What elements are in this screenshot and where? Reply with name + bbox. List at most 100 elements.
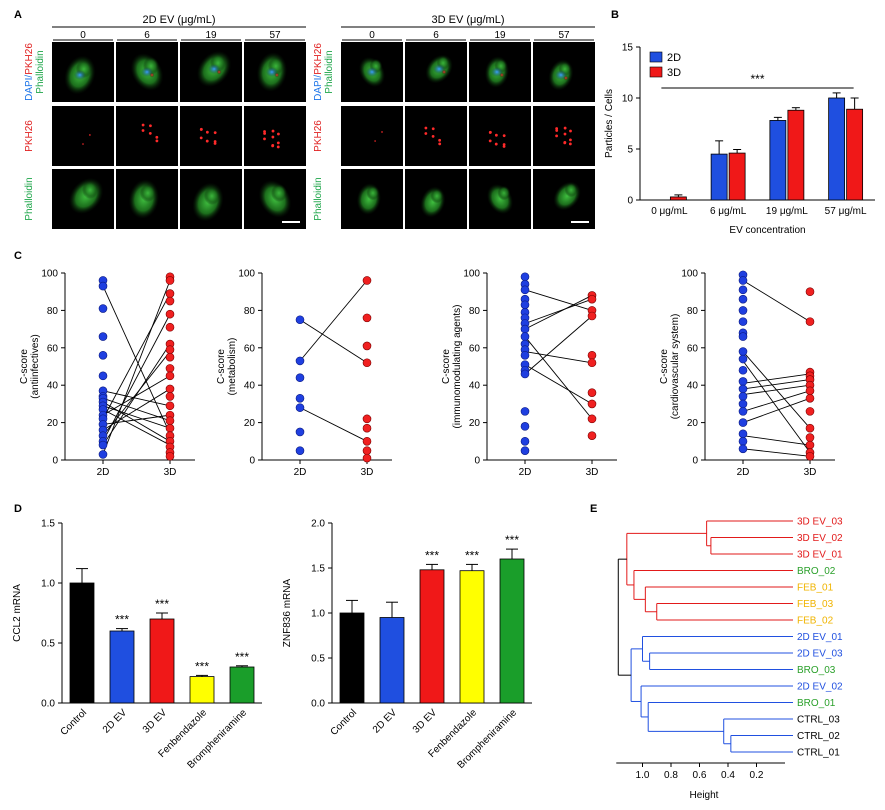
y-tick-label: 20 — [469, 418, 481, 429]
pair-line — [524, 298, 593, 324]
pair-line — [102, 293, 171, 420]
pair-line — [742, 435, 811, 446]
point-3d — [587, 311, 597, 321]
point-2d — [98, 450, 108, 459]
micrograph-tile — [244, 106, 306, 166]
x-tick-label: 6 μg/mL — [710, 206, 747, 217]
x-tick-label: 3D — [804, 467, 817, 478]
concentration-label: 57 — [558, 30, 570, 41]
point-3d — [362, 358, 372, 368]
point-3d — [587, 358, 597, 368]
y-tick-label: 20 — [244, 418, 256, 429]
cell-actin — [203, 187, 220, 205]
micrograph-tile — [405, 106, 467, 166]
point-3d — [805, 423, 815, 433]
bar — [149, 618, 175, 704]
leaf-label: 3D EV_03 — [797, 517, 843, 528]
pkh26-spot — [199, 128, 203, 131]
point-2d — [295, 393, 305, 403]
pair-line — [102, 409, 171, 446]
y-tick-label: 0 — [52, 456, 58, 467]
cell-actin — [271, 184, 287, 202]
leaf-label: FEB_01 — [797, 583, 834, 594]
significance-stars: *** — [505, 533, 519, 547]
concentration-label: 57 — [269, 30, 281, 41]
point-2d — [98, 332, 108, 341]
leaf-label: BRO_03 — [797, 665, 836, 676]
bar — [459, 570, 485, 704]
legend-swatch — [649, 66, 663, 78]
point-3d — [165, 296, 175, 306]
micrograph-tile — [341, 106, 403, 166]
pkh26-spot — [488, 131, 492, 134]
y-tick-label: 0.0 — [311, 699, 325, 710]
group-title: 2D EV (μg/mL) — [143, 14, 216, 26]
pkh26-spot — [494, 133, 498, 137]
x-tick-label: Control — [329, 707, 360, 738]
point-3d — [362, 423, 372, 433]
point-2d — [295, 356, 305, 366]
pair-line — [742, 448, 811, 457]
point-3d — [165, 345, 175, 354]
point-3d — [587, 350, 597, 360]
point-3d — [165, 423, 175, 433]
x-tick-label: 3D EV — [411, 707, 439, 735]
leaf-label: CTRL_03 — [797, 715, 840, 726]
pkh26-spot — [431, 127, 435, 131]
point-2d — [98, 304, 108, 313]
pkh26-spot — [374, 140, 376, 142]
leaf-label: CTRL_01 — [797, 748, 840, 759]
y-tick-label: 1.0 — [311, 609, 325, 620]
pair-line — [102, 313, 171, 442]
bar — [710, 153, 728, 201]
significance-stars: *** — [465, 548, 479, 562]
y-axis-label-sub: (immunomodulating agents) — [452, 305, 463, 429]
x-tick-label: 2D — [97, 467, 110, 478]
bar — [69, 582, 95, 704]
point-2d — [738, 436, 748, 446]
pkh26-spot — [89, 134, 91, 136]
significance-stars: *** — [195, 659, 209, 673]
bar-chart-particles: 0 5 10 15 Particles / Cells 0 μg/mL 6 μg/mL 19 … — [604, 43, 875, 236]
x-tick-label: 2D — [519, 467, 532, 478]
point-3d — [165, 371, 175, 381]
x-tick-label: 2D — [737, 467, 750, 478]
point-3d — [587, 414, 597, 424]
point-2d — [295, 315, 305, 325]
point-3d — [805, 386, 815, 396]
y-tick-label: 40 — [687, 381, 699, 392]
pkh26-spot — [263, 132, 266, 135]
pkh26-spot — [271, 144, 275, 148]
pkh26-spot — [502, 134, 506, 138]
pkh26-spot — [502, 145, 506, 148]
pair-line — [524, 351, 593, 364]
bar — [339, 612, 365, 704]
pkh26-spot — [213, 140, 217, 143]
concentration-label: 6 — [144, 30, 150, 41]
ev-uptake — [149, 72, 155, 78]
x-tick-label: 0.2 — [750, 770, 764, 781]
y-tick-label: 80 — [47, 306, 59, 317]
leaf-label: 2D EV_03 — [797, 649, 843, 660]
row-label: PKH26 — [24, 120, 35, 152]
y-tick-label: 0 — [692, 456, 698, 467]
point-3d — [362, 446, 372, 455]
y-tick-label: 60 — [47, 343, 59, 354]
pair-line — [742, 397, 811, 424]
point-2d — [295, 427, 305, 437]
bar — [787, 109, 805, 201]
point-3d — [165, 309, 175, 319]
point-2d — [520, 324, 530, 334]
x-tick-label: 3D EV — [141, 707, 169, 735]
pkh26-spot — [82, 143, 84, 145]
point-2d — [520, 285, 530, 295]
y-tick-label: 40 — [469, 381, 481, 392]
point-2d — [520, 332, 530, 341]
pkh26-spot — [141, 129, 145, 132]
point-3d — [165, 401, 175, 411]
y-tick-label: 40 — [47, 381, 59, 392]
pkh26-spot — [271, 129, 275, 133]
y-tick-label: 60 — [469, 343, 481, 354]
pkh26-spot — [555, 134, 558, 138]
x-tick-label: 1.0 — [636, 770, 650, 781]
